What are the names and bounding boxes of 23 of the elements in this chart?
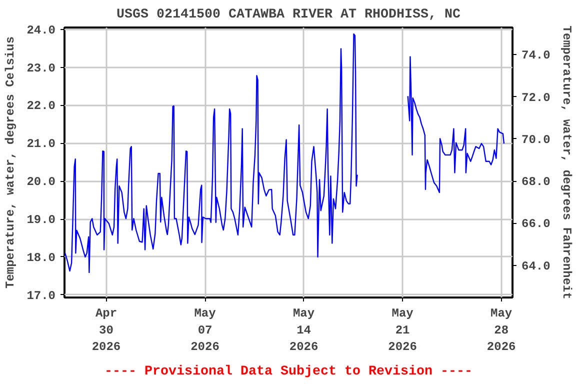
y-axis-title: Temperature, water, degrees Celsius	[4, 36, 18, 289]
x-tick-label: May 21 2026	[388, 306, 417, 354]
y2-tick-label: 64.0	[522, 259, 550, 274]
y-tick-label: 24.0	[26, 23, 56, 38]
y2-tick-label: 70.0	[522, 132, 550, 147]
y-tick-label: 19.0	[26, 213, 56, 228]
y2-tick-label: 68.0	[522, 175, 550, 190]
y-tick-label: 20.0	[26, 175, 56, 190]
y2-tick-label: 74.0	[522, 48, 550, 63]
x-tick-label: Apr 30 2026	[92, 306, 121, 354]
y2-tick-label: 72.0	[522, 90, 550, 105]
x-tick-label: May 28 2026	[486, 306, 516, 354]
x-tick-label: May 14 2026	[289, 306, 318, 354]
y-tick-label: 23.0	[26, 61, 56, 76]
y-tick-label: 21.0	[26, 137, 56, 152]
y-tick-label: 18.0	[26, 250, 56, 265]
text: ---- Provisional Data Subject to Revision ----	[104, 364, 472, 380]
y2-axis-title: Temperature, water, degrees Fahrenheit	[559, 26, 574, 300]
x-tick-label: May 07 2026	[190, 306, 220, 354]
chart-title: USGS 02141500 CATAWBA RIVER AT RHODHISS, NC	[116, 8, 460, 22]
y-tick-label: 17.0	[26, 288, 56, 303]
y-tick-label: 22.0	[26, 99, 56, 114]
y2-tick-label: 66.0	[522, 217, 550, 232]
